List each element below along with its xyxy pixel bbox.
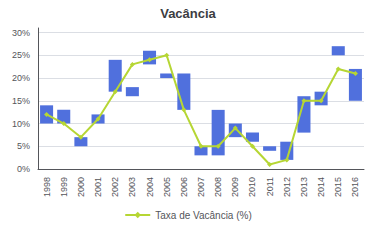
svg-text:2010: 2010 bbox=[247, 177, 257, 197]
svg-text:2012: 2012 bbox=[282, 177, 292, 197]
svg-text:Taxa de Vacância (%): Taxa de Vacância (%) bbox=[155, 210, 252, 221]
svg-text:2000: 2000 bbox=[76, 177, 86, 197]
svg-text:2002: 2002 bbox=[110, 177, 120, 197]
svg-text:1999: 1999 bbox=[59, 177, 69, 197]
svg-text:2005: 2005 bbox=[162, 177, 172, 197]
svg-text:1998: 1998 bbox=[42, 177, 52, 197]
svg-text:2011: 2011 bbox=[265, 177, 275, 196]
svg-text:2009: 2009 bbox=[230, 177, 240, 197]
svg-text:2013: 2013 bbox=[299, 177, 309, 197]
svg-text:5%: 5% bbox=[17, 141, 30, 151]
svg-text:0%: 0% bbox=[17, 164, 30, 174]
svg-text:15%: 15% bbox=[12, 96, 30, 106]
svg-text:2007: 2007 bbox=[196, 177, 206, 197]
svg-text:2014: 2014 bbox=[316, 177, 326, 197]
svg-text:2015: 2015 bbox=[333, 177, 343, 197]
svg-text:2004: 2004 bbox=[145, 177, 155, 197]
svg-text:2016: 2016 bbox=[350, 177, 360, 197]
svg-text:10%: 10% bbox=[12, 119, 30, 129]
svg-text:2006: 2006 bbox=[179, 177, 189, 197]
svg-text:2001: 2001 bbox=[93, 177, 103, 197]
svg-text:20%: 20% bbox=[12, 73, 30, 83]
svg-text:2008: 2008 bbox=[213, 177, 223, 197]
svg-text:25%: 25% bbox=[12, 50, 30, 60]
svg-text:30%: 30% bbox=[12, 28, 30, 38]
svg-text:2003: 2003 bbox=[127, 177, 137, 197]
svg-text:Vacância: Vacância bbox=[160, 6, 216, 21]
